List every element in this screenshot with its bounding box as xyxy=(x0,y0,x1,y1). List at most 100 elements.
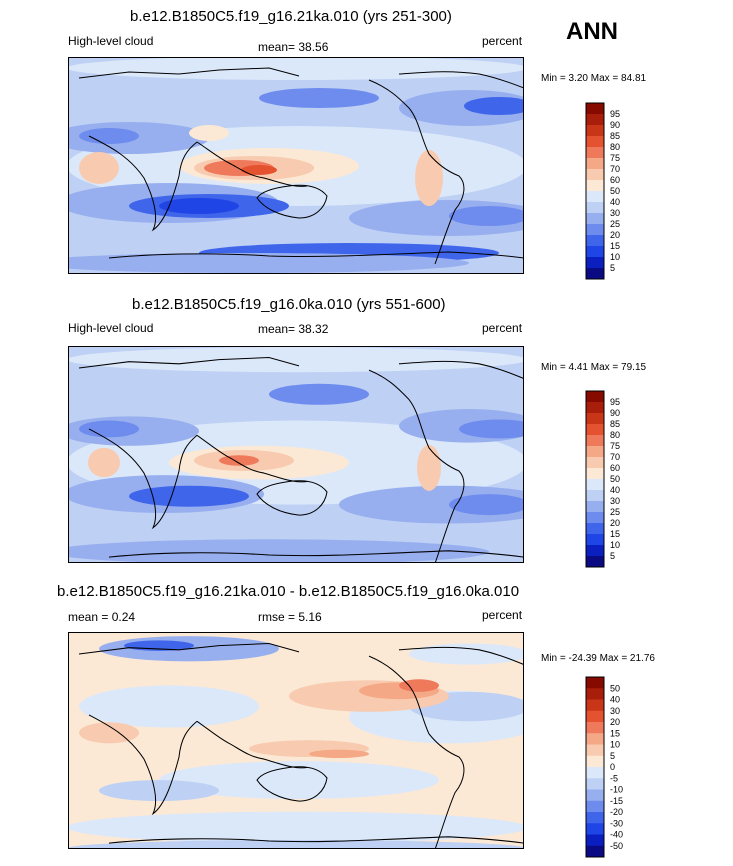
colorbar-tick-label: 10 xyxy=(610,540,620,550)
coastline xyxy=(78,356,300,369)
coastline xyxy=(256,766,328,802)
panel-3-map xyxy=(68,632,524,849)
colorbar-box xyxy=(586,512,604,524)
colorbar-tick-label: -10 xyxy=(610,785,623,795)
coastline xyxy=(196,720,308,769)
colorbar-box xyxy=(586,545,604,557)
colorbar-box xyxy=(586,501,604,513)
colorbar-box xyxy=(586,688,604,700)
panel-2-units-label: percent xyxy=(482,321,523,335)
colorbar-box xyxy=(586,246,604,258)
colorbar-tick-label: 85 xyxy=(610,419,620,429)
field-contour xyxy=(415,150,443,206)
field-contour xyxy=(189,125,229,141)
panel-1-units-label: percent xyxy=(482,34,523,48)
colorbar-box xyxy=(586,722,604,734)
panel-2-colorbar: 95 90 85 80 75 70 60 50 40 30 25 20 15 10 5 xyxy=(585,390,620,568)
colorbar-tick-label: 20 xyxy=(610,518,620,528)
panel-3-title: b.e12.B1850C5.f19_g16.21ka.010 - b.e12.B… xyxy=(57,583,520,600)
field-contour xyxy=(88,447,120,478)
field-contour xyxy=(69,811,523,844)
field-contour xyxy=(269,383,369,405)
colorbar-box xyxy=(586,789,604,802)
coastline xyxy=(88,135,198,232)
field-contour xyxy=(79,685,259,728)
colorbar-tick-label: 50 xyxy=(610,186,620,196)
panel-1-title: b.e12.B1850C5.f19_g16.21ka.010 (yrs 251-… xyxy=(130,8,452,25)
colorbar-box xyxy=(586,114,604,126)
panel-2-map xyxy=(68,346,524,563)
colorbar-tick-label: -30 xyxy=(610,818,623,828)
field-contour xyxy=(464,97,523,115)
colorbar-tick-label: 5 xyxy=(610,263,615,273)
colorbar-tick-label: 90 xyxy=(610,408,620,418)
field-contour xyxy=(79,420,139,438)
colorbar-box xyxy=(586,834,604,847)
field-contour xyxy=(409,643,523,665)
colorbar-tick-label: 40 xyxy=(610,695,620,705)
panel-1-mean-label: mean= 38.56 xyxy=(258,40,329,54)
colorbar-box xyxy=(586,402,604,414)
panel-3-mean-label: mean = 0.24 xyxy=(68,610,136,624)
coastline xyxy=(196,141,308,187)
colorbar-tick-label: 80 xyxy=(610,142,620,152)
panel-3-colorbar: 50 40 30 20 15 10 5 0 -5 -10 -15 -20 -30 -40 -50 xyxy=(585,676,623,858)
colorbar-box xyxy=(586,744,604,757)
field-contour xyxy=(69,539,489,562)
panel-3-rmse-label: rmse = 5.16 xyxy=(258,610,322,624)
field-contour xyxy=(69,839,523,848)
colorbar-box xyxy=(586,446,604,458)
panel-1-colorbar: 95 90 85 80 75 70 60 50 40 30 25 20 15 10 5 xyxy=(585,102,620,280)
colorbar-box xyxy=(586,733,604,745)
colorbar-box xyxy=(586,845,604,858)
coastline xyxy=(78,642,300,655)
colorbar-tick-label: -20 xyxy=(610,807,623,817)
field-contour xyxy=(417,444,441,491)
colorbar-box xyxy=(586,812,604,824)
colorbar-tick-label: 15 xyxy=(610,728,620,738)
colorbar-tick-label: 30 xyxy=(610,496,620,506)
colorbar-box xyxy=(586,556,604,568)
field-contour xyxy=(241,165,277,175)
colorbar-box xyxy=(586,755,604,768)
colorbar-box xyxy=(586,490,604,502)
colorbar-box xyxy=(586,202,604,214)
colorbar-box xyxy=(586,699,604,712)
panel-1-map xyxy=(68,57,524,274)
colorbar-tick-label: 80 xyxy=(610,430,620,440)
colorbar-tick-label: 0 xyxy=(610,762,615,772)
colorbar-box xyxy=(586,479,604,491)
colorbar-tick-label: 5 xyxy=(610,751,615,761)
coastline xyxy=(88,428,198,530)
colorbar-box xyxy=(586,677,604,689)
colorbar-box xyxy=(586,147,604,159)
coastline xyxy=(108,550,523,558)
colorbar-tick-label: 50 xyxy=(610,683,620,693)
field-contour xyxy=(129,485,249,507)
field-contour xyxy=(79,152,119,184)
colorbar-tick-label: 5 xyxy=(610,551,615,561)
colorbar-box xyxy=(586,413,604,425)
colorbar-box xyxy=(586,224,604,236)
colorbar-tick-label: 25 xyxy=(610,507,620,517)
panel-2-variable-label: High-level cloud xyxy=(68,321,154,335)
colorbar-tick-label: 25 xyxy=(610,219,620,229)
colorbar-tick-label: 90 xyxy=(610,120,620,130)
colorbar-tick-label: 70 xyxy=(610,452,620,462)
colorbar-box xyxy=(586,424,604,436)
colorbar-box xyxy=(586,710,604,723)
colorbar-tick-label: -5 xyxy=(610,773,618,783)
field-contour xyxy=(459,419,523,439)
colorbar-tick-label: 75 xyxy=(610,441,620,451)
colorbar-tick-label: 20 xyxy=(610,717,620,727)
field-contour xyxy=(219,455,259,466)
colorbar-tick-label: 15 xyxy=(610,241,620,251)
colorbar-tick-label: 40 xyxy=(610,485,620,495)
field-contour xyxy=(69,253,469,273)
panel-2-title: b.e12.B1850C5.f19_g16.0ka.010 (yrs 551-6… xyxy=(132,296,446,313)
colorbar-tick-label: -40 xyxy=(610,830,623,840)
field-contour xyxy=(449,206,523,226)
colorbar-tick-label: -15 xyxy=(610,796,623,806)
coastline xyxy=(108,251,523,259)
field-contour xyxy=(259,88,379,108)
